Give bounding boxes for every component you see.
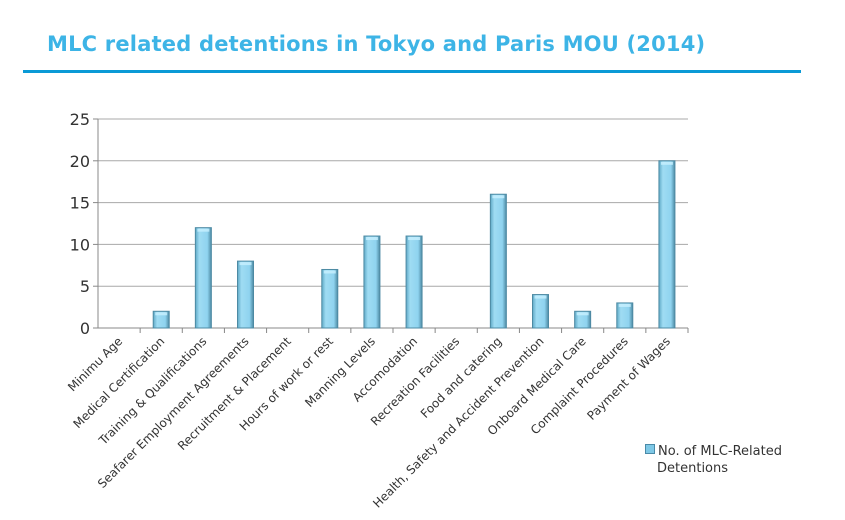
- bar: [321, 268, 339, 329]
- bar-highlight: [365, 237, 378, 241]
- bar: [405, 235, 423, 329]
- y-tick-label: 20: [70, 152, 90, 171]
- x-tick-label: Payment of Wages: [584, 334, 673, 423]
- y-tick-label: 5: [80, 277, 90, 296]
- y-tick-label: 0: [80, 319, 90, 338]
- x-tick-label: Seafarer Employment Agreements: [95, 334, 252, 491]
- title-divider: [23, 70, 801, 73]
- bar-highlight: [660, 161, 673, 165]
- legend-label-line2: Detentions: [657, 461, 729, 476]
- bar: [363, 235, 381, 329]
- y-tick-label: 10: [70, 235, 90, 254]
- bar-highlight: [534, 295, 547, 299]
- bar: [489, 193, 507, 329]
- bar: [532, 294, 549, 329]
- bar-highlight: [492, 195, 505, 199]
- bar-highlight: [618, 303, 631, 307]
- legend-label: No. of MLC-Related: [658, 444, 782, 459]
- bar: [658, 160, 676, 329]
- page-title: MLC related detentions in Tokyo and Pari…: [47, 32, 706, 56]
- bar: [152, 310, 170, 329]
- bar-highlight: [155, 312, 168, 316]
- x-tick-label: Food and catering: [418, 334, 505, 421]
- bar-highlight: [323, 270, 336, 274]
- bar-highlight: [576, 312, 589, 316]
- legend-swatch: [645, 444, 655, 454]
- y-tick-label: 15: [70, 194, 90, 213]
- bar-highlight: [197, 228, 210, 232]
- bar: [616, 302, 634, 329]
- bar: [237, 260, 254, 329]
- bar: [194, 227, 212, 329]
- y-tick-label: 25: [70, 110, 90, 129]
- bar-highlight: [239, 262, 252, 266]
- chart-legend: No. of MLC-Related Detentions: [645, 443, 782, 477]
- bar-highlight: [408, 237, 421, 241]
- bar: [574, 310, 592, 329]
